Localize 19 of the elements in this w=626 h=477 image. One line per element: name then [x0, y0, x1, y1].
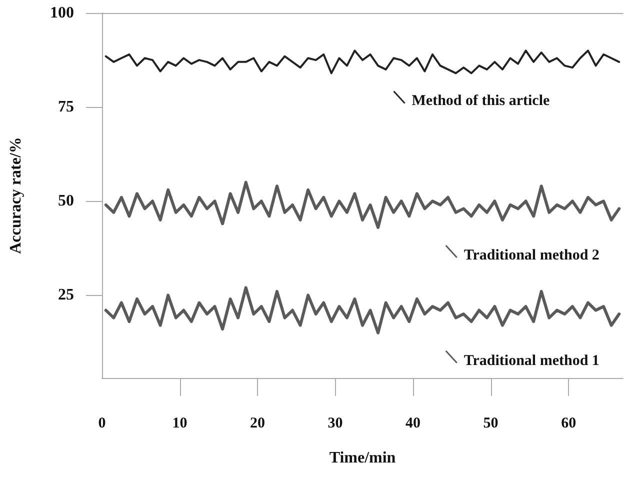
- x-tick-label: 50: [483, 416, 498, 432]
- x-tick-label: 40: [406, 416, 421, 432]
- line-series: [104, 50, 620, 74]
- legend-label: Traditional method 1: [464, 352, 600, 369]
- x-tick-label: 10: [172, 416, 188, 432]
- x-tick-label: 0: [98, 416, 106, 432]
- x-axis-title: Time/min: [329, 450, 396, 466]
- line-series: [104, 180, 621, 229]
- x-tick-label: 20: [250, 416, 266, 432]
- line-series: [104, 286, 621, 334]
- x-tick-label: 60: [561, 416, 576, 432]
- y-tick-label: 100: [50, 4, 74, 22]
- y-tick-label: 50: [58, 192, 74, 210]
- x-tick-label: 30: [328, 416, 343, 432]
- legend-label: Traditional method 2: [464, 247, 600, 264]
- y-axis-title: Accuracy rate/%: [8, 137, 24, 254]
- legend-label: Method of this article: [412, 93, 550, 110]
- y-tick-label: 75: [58, 98, 74, 116]
- y-tick-label: 25: [58, 286, 74, 304]
